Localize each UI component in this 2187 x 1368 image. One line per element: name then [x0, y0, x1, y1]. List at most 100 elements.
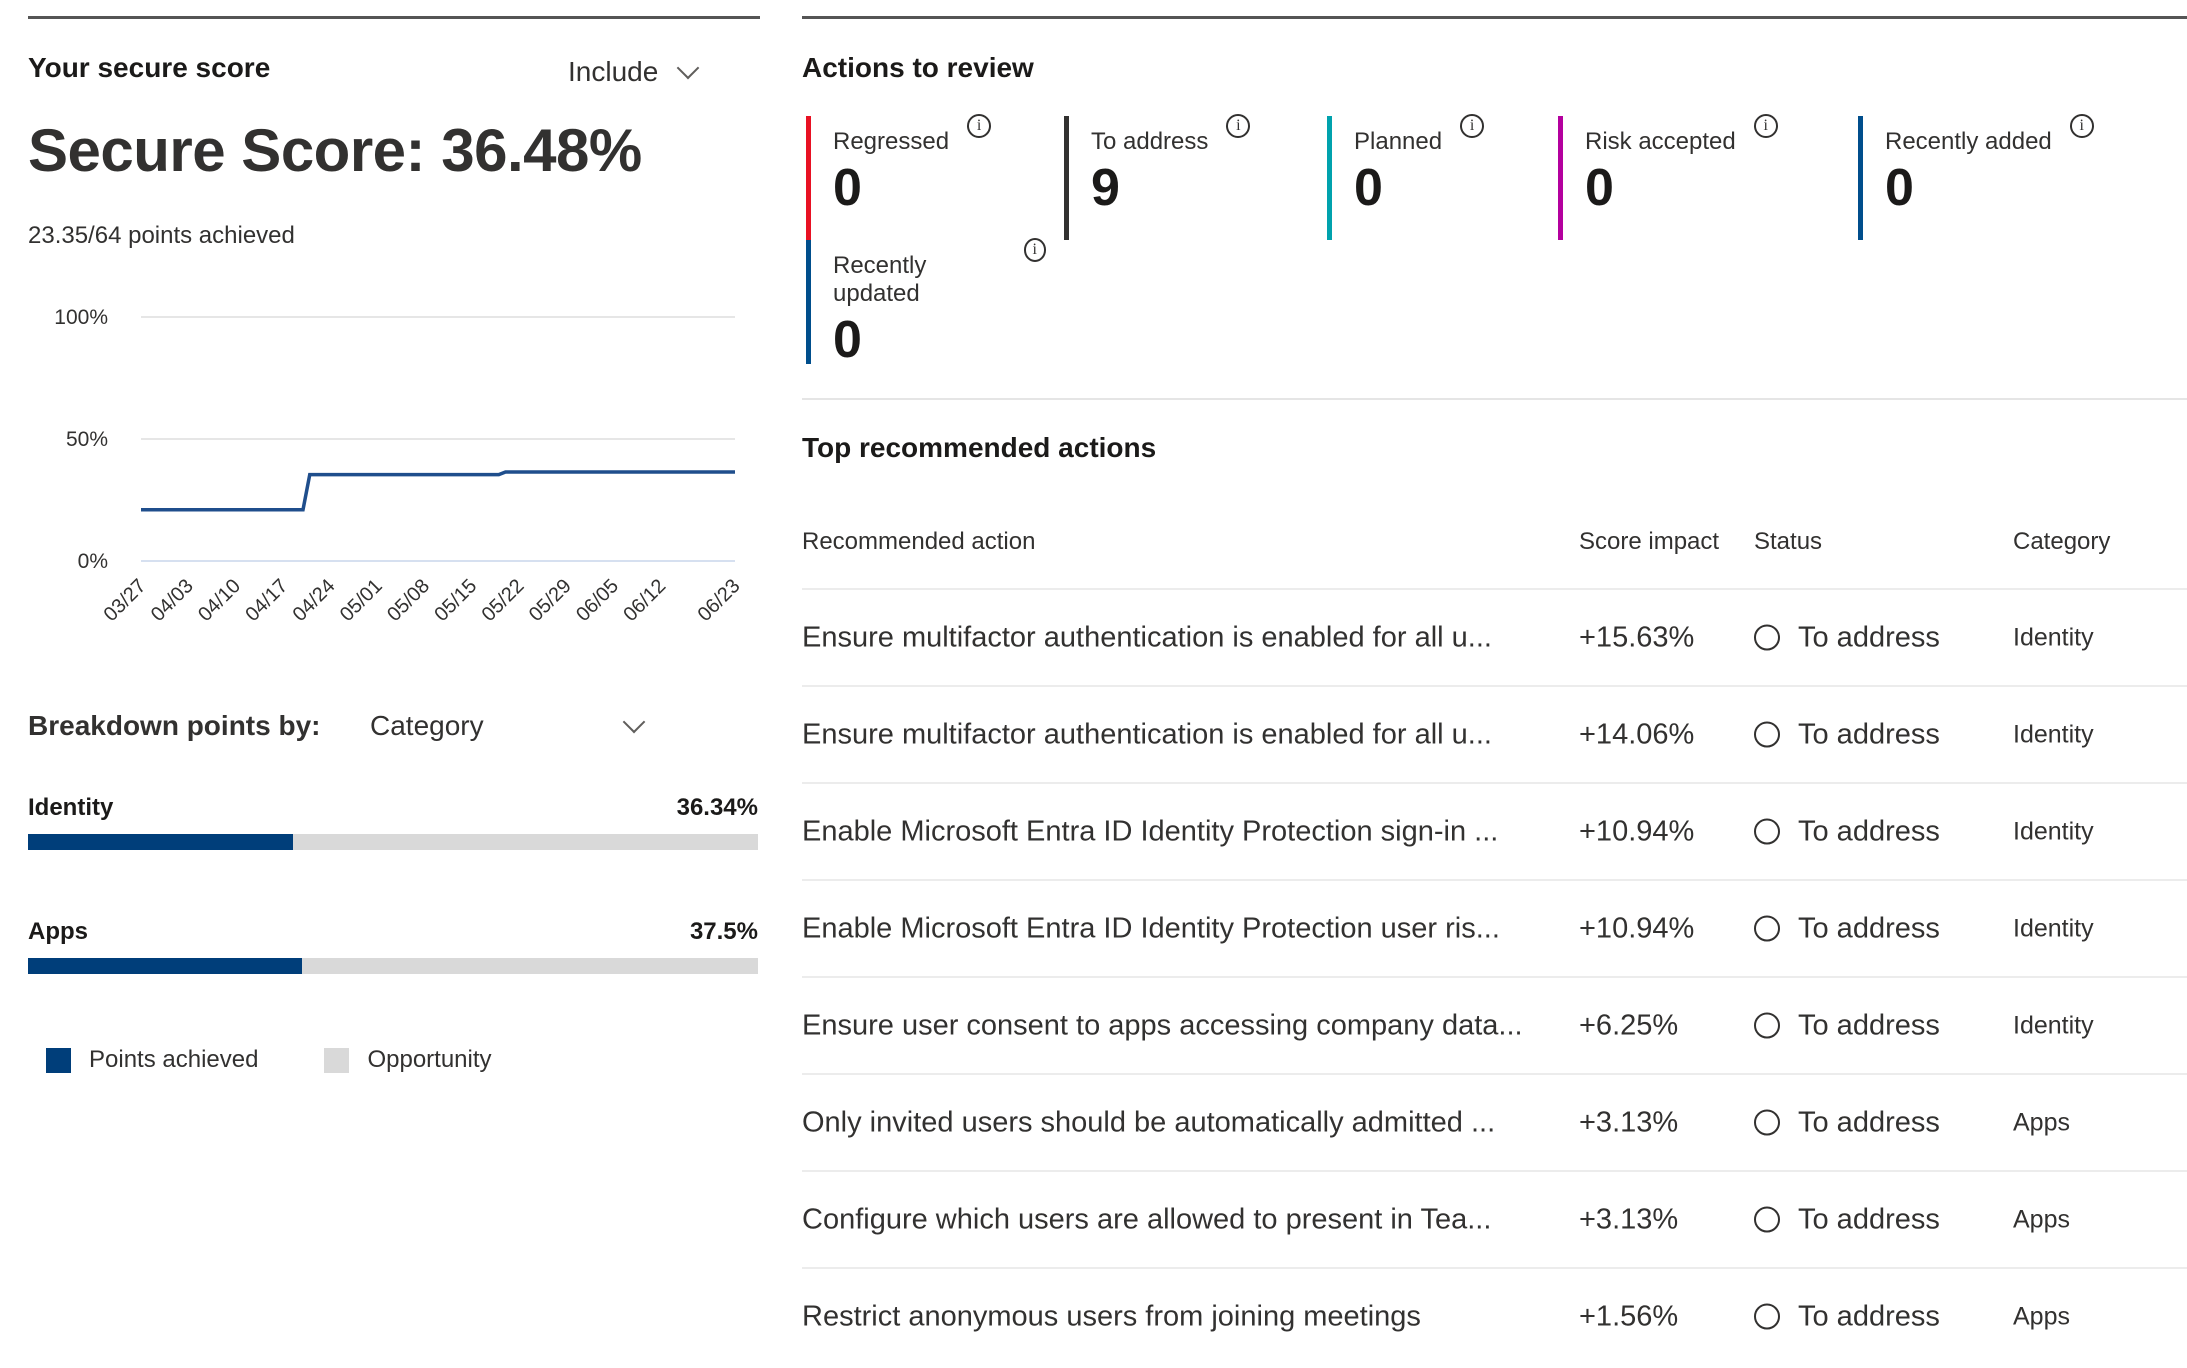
legend-label: Points achieved: [89, 1046, 259, 1073]
status-circle-icon: [1754, 721, 1780, 748]
x-tick-label: 04/17: [241, 575, 292, 626]
breakdown-selected: Category: [370, 710, 484, 741]
review-card-to-address[interactable]: To address i 9: [1064, 114, 1304, 240]
status-circle-icon: [1754, 1109, 1780, 1136]
table-row[interactable]: Ensure multifactor authentication is ena…: [802, 685, 2187, 782]
include-label: Include: [568, 56, 659, 87]
breakdown-legend: Points achieved Opportunity: [46, 1046, 492, 1074]
score-line: [141, 470, 735, 512]
score-impact: +3.13%: [1579, 1106, 1679, 1138]
table-row[interactable]: Enable Microsoft Entra ID Identity Prote…: [802, 879, 2187, 976]
top-actions-title: Top recommended actions: [802, 432, 1157, 463]
card-label: Recently updated: [833, 252, 927, 307]
category: Identity: [2013, 623, 2094, 651]
category: Identity: [2013, 720, 2094, 748]
x-tick-label: 04/24: [289, 575, 340, 626]
category-progress-bar: [28, 834, 758, 850]
section-divider: [802, 398, 2187, 400]
info-icon[interactable]: i: [2069, 114, 2094, 138]
review-card-recently-added[interactable]: Recently added i 0: [1858, 114, 2098, 240]
chevron-down-icon: [622, 710, 646, 734]
card-value: 0: [1354, 159, 1383, 217]
status-label: To address: [1798, 815, 1940, 847]
info-icon[interactable]: i: [1023, 238, 1046, 262]
legend-swatch-opportunity: [324, 1047, 350, 1073]
category-name: Identity: [28, 794, 114, 821]
column-header-status[interactable]: Status: [1754, 528, 1823, 555]
status: To address: [1754, 1203, 1940, 1236]
category: Apps: [2013, 1302, 2070, 1330]
status: To address: [1754, 912, 1940, 945]
review-card-recently-updated[interactable]: Recently updated i 0: [806, 238, 1046, 366]
recommended-action[interactable]: Enable Microsoft Entra ID Identity Prote…: [802, 912, 1500, 944]
category-percent: 36.34%: [676, 794, 758, 821]
y-tick-label: 0%: [78, 550, 108, 573]
info-icon[interactable]: i: [967, 114, 992, 138]
info-icon[interactable]: i: [1753, 114, 1778, 138]
score-impact: +15.63%: [1579, 621, 1695, 653]
points-achieved: 23.35/64 points achieved: [28, 222, 295, 249]
column-header-score-impact[interactable]: Score impact: [1579, 528, 1720, 555]
recommended-action[interactable]: Restrict anonymous users from joining me…: [802, 1300, 1421, 1332]
recommended-action[interactable]: Configure which users are allowed to pre…: [802, 1203, 1492, 1235]
legend-label: Opportunity: [367, 1046, 492, 1073]
status: To address: [1754, 621, 1940, 654]
recommended-action[interactable]: Only invited users should be automatical…: [802, 1106, 1496, 1138]
category: Identity: [2013, 914, 2094, 942]
table-row[interactable]: Ensure user consent to apps accessing co…: [802, 976, 2187, 1073]
category-progress-bar: [28, 958, 758, 974]
review-card-risk-accepted[interactable]: Risk accepted i 0: [1558, 114, 1798, 240]
review-card-regressed[interactable]: Regressed i 0: [806, 114, 1046, 240]
category-name: Apps: [28, 918, 88, 945]
category: Apps: [2013, 1108, 2070, 1136]
status-circle-icon: [1754, 1303, 1780, 1330]
left-panel-top-border: [28, 16, 760, 19]
card-value: 0: [1585, 159, 1614, 217]
card-label: Risk accepted: [1585, 128, 1736, 155]
x-tick-label: 06/23: [694, 575, 745, 626]
status: To address: [1754, 718, 1940, 751]
category: Identity: [2013, 1011, 2094, 1039]
status-circle-icon: [1754, 915, 1780, 942]
y-tick-label: 50%: [66, 428, 108, 451]
status-circle-icon: [1754, 818, 1780, 845]
status-label: To address: [1798, 1203, 1940, 1235]
card-label: Regressed: [833, 128, 950, 155]
secure-score-title: Your secure score: [28, 52, 271, 83]
right-panel-top-border: [802, 16, 2187, 19]
include-dropdown[interactable]: Include: [568, 56, 700, 88]
x-tick-label: 03/27: [100, 575, 151, 626]
chevron-down-icon: [676, 56, 700, 80]
recommended-action[interactable]: Ensure user consent to apps accessing co…: [802, 1009, 1523, 1041]
table-row[interactable]: Configure which users are allowed to pre…: [802, 1170, 2187, 1267]
status-label: To address: [1798, 718, 1940, 750]
recommended-action[interactable]: Ensure multifactor authentication is ena…: [802, 621, 1492, 653]
x-tick-label: 05/22: [478, 575, 529, 626]
category: Identity: [2013, 817, 2094, 845]
y-tick-label: 100%: [54, 306, 108, 329]
legend-swatch-points-achieved: [46, 1047, 71, 1073]
points-achieved-fill: [28, 834, 294, 850]
status-label: To address: [1798, 1106, 1940, 1138]
card-value: 9: [1091, 159, 1120, 217]
score-impact: +14.06%: [1579, 718, 1695, 750]
table-row[interactable]: Only invited users should be automatical…: [802, 1073, 2187, 1170]
table-row[interactable]: Enable Microsoft Entra ID Identity Prote…: [802, 782, 2187, 879]
status-label: To address: [1798, 912, 1940, 944]
review-card-planned[interactable]: Planned i 0: [1327, 114, 1567, 240]
status: To address: [1754, 1300, 1940, 1333]
table-row[interactable]: Restrict anonymous users from joining me…: [802, 1267, 2187, 1364]
x-tick-label: 05/15: [430, 575, 481, 626]
status: To address: [1754, 1106, 1940, 1139]
status: To address: [1754, 815, 1940, 848]
recommended-action[interactable]: Enable Microsoft Entra ID Identity Prote…: [802, 815, 1499, 847]
breakdown-dropdown[interactable]: Category: [370, 710, 646, 742]
info-icon[interactable]: i: [1226, 114, 1251, 138]
card-label: Recently added: [1885, 128, 2052, 155]
column-header-category[interactable]: Category: [2013, 528, 2111, 555]
score-impact: +10.94%: [1579, 815, 1695, 847]
table-row[interactable]: Ensure multifactor authentication is ena…: [802, 588, 2187, 685]
column-header-action[interactable]: Recommended action: [802, 528, 1036, 555]
info-icon[interactable]: i: [1460, 114, 1485, 138]
recommended-action[interactable]: Ensure multifactor authentication is ena…: [802, 718, 1492, 750]
